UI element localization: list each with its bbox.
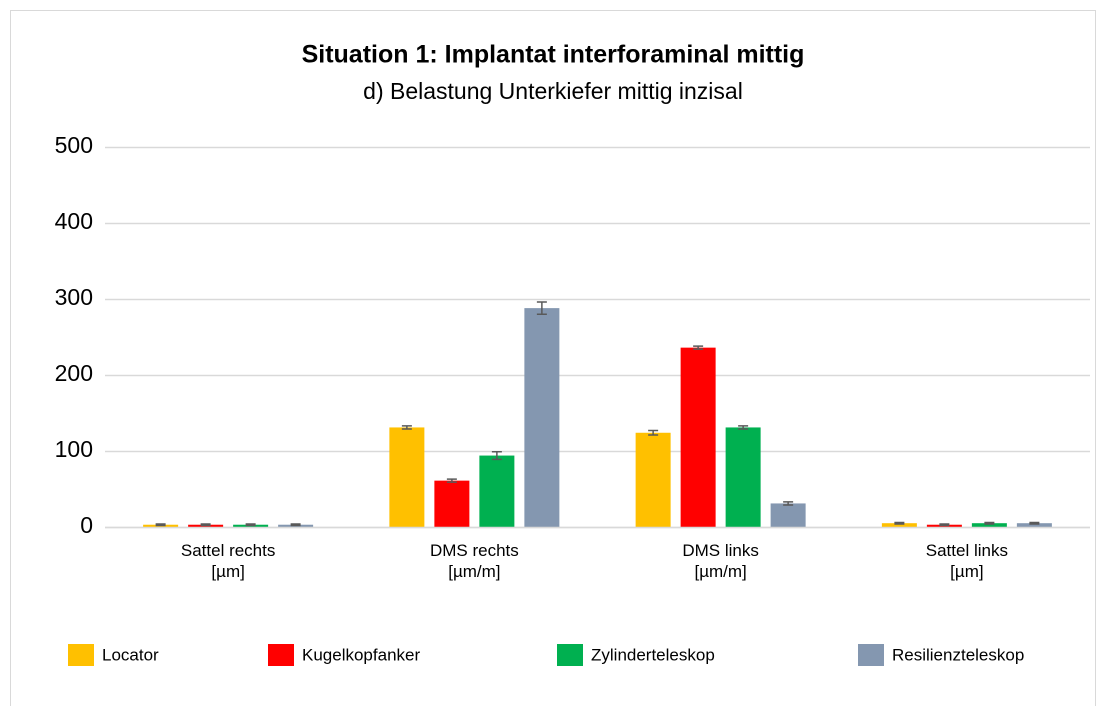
bar — [1016, 523, 1052, 527]
bar — [971, 523, 1007, 527]
error-bar — [783, 501, 794, 506]
legend-swatch — [858, 644, 884, 666]
y-tick-label: 500 — [55, 132, 93, 158]
chart-border — [10, 10, 1096, 706]
x-tick-label: DMS links [µm/m] — [682, 541, 759, 581]
error-bar — [491, 451, 502, 461]
legend-swatch — [557, 644, 583, 666]
bar — [479, 455, 515, 527]
y-tick-label: 400 — [55, 208, 93, 234]
error-bar — [155, 523, 166, 527]
bar — [635, 432, 671, 527]
y-tick-label: 0 — [80, 512, 93, 538]
legend-label: Locator — [102, 645, 159, 664]
bar — [725, 427, 761, 527]
x-tick-label: DMS rechts [µm/m] — [429, 541, 519, 581]
error-bar — [536, 301, 547, 315]
error-bar — [401, 425, 412, 430]
bar — [434, 480, 470, 527]
bar — [770, 503, 806, 527]
error-bar — [693, 345, 704, 350]
bar — [680, 347, 716, 527]
chart-title: Situation 1: Implantat interforaminal mi… — [302, 41, 805, 69]
bar — [881, 523, 917, 527]
bar — [524, 308, 560, 527]
chart-subtitle: d) Belastung Unterkiefer mittig inzisal — [363, 78, 743, 104]
legend-label: Resilienzteleskop — [892, 645, 1024, 664]
error-bar — [648, 429, 659, 436]
error-bar — [1029, 521, 1040, 525]
error-bar — [984, 521, 995, 525]
legend-swatch — [68, 644, 94, 666]
y-tick-label: 300 — [55, 284, 93, 310]
y-tick-label: 100 — [55, 436, 93, 462]
error-bar — [939, 523, 950, 527]
error-bar — [200, 523, 211, 527]
error-bar — [894, 521, 905, 525]
legend-label: Kugelkopfanker — [302, 645, 420, 664]
error-bar — [290, 523, 301, 527]
x-tick-label: Sattel rechts [µm] — [180, 541, 276, 581]
error-bar — [446, 478, 457, 483]
x-tick-label: Sattel links [µm] — [925, 541, 1008, 581]
error-bar — [738, 425, 749, 430]
legend-label: Zylinderteleskop — [591, 645, 715, 664]
bar — [389, 427, 425, 527]
error-bar — [245, 523, 256, 527]
legend-swatch — [268, 644, 294, 666]
y-tick-label: 200 — [55, 360, 93, 386]
